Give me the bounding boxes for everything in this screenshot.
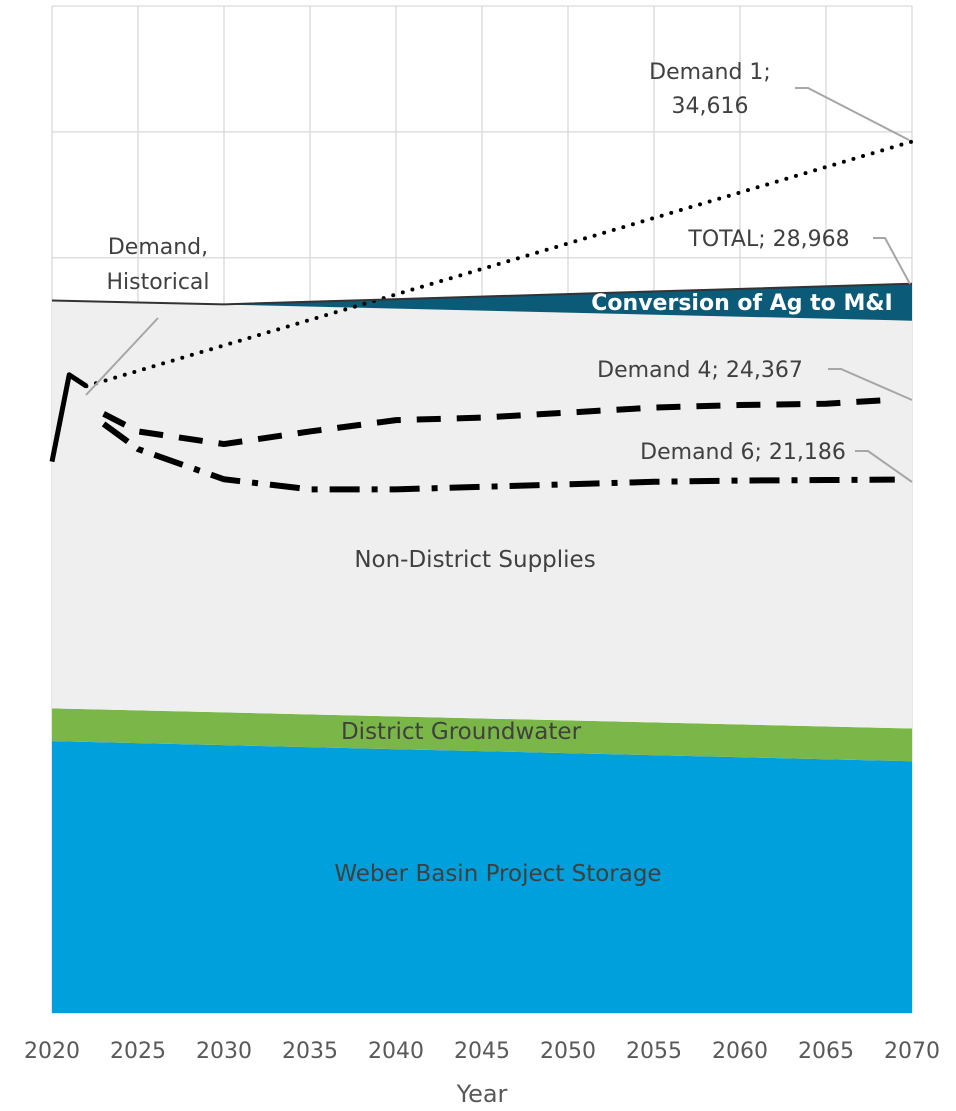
annotation-leader-line bbox=[855, 450, 913, 483]
x-tick-label: 2045 bbox=[454, 1039, 510, 1064]
x-axis-title: Year bbox=[456, 1080, 508, 1108]
demand-4-annotation: Demand 4; 24,367 bbox=[597, 358, 803, 383]
historical-demand-annotation: Demand, bbox=[108, 235, 208, 260]
x-tick-label: 2070 bbox=[884, 1039, 940, 1064]
historical-demand-annotation-line2: Historical bbox=[106, 270, 209, 295]
groundwater-area-label: District Groundwater bbox=[341, 719, 582, 745]
area-conversion-of-ag-to-m-i bbox=[52, 283, 912, 321]
area-weber-basin-project-storage bbox=[52, 741, 912, 1013]
annotation-leader-line bbox=[828, 368, 913, 401]
total-annotation: TOTAL; 28,968 bbox=[687, 227, 849, 252]
x-tick-label: 2055 bbox=[626, 1039, 682, 1064]
x-tick-label: 2050 bbox=[540, 1039, 596, 1064]
line-demand-historical bbox=[49, 372, 88, 463]
x-tick-label: 2025 bbox=[110, 1039, 166, 1064]
demand-1-annotation: Demand 1; bbox=[649, 60, 771, 85]
annotation-leaders bbox=[85, 87, 913, 483]
demand-6-annotation: Demand 6; 21,186 bbox=[640, 440, 846, 465]
x-tick-label: 2065 bbox=[798, 1039, 854, 1064]
line-total bbox=[51, 282, 913, 306]
x-tick-label: 2020 bbox=[24, 1039, 80, 1064]
line-demand-6 bbox=[101, 421, 895, 493]
non-district-area-label: Non-District Supplies bbox=[354, 547, 595, 573]
annotation-leader-line bbox=[85, 317, 159, 396]
x-tick-label: 2035 bbox=[282, 1039, 338, 1064]
stacked-areas bbox=[52, 283, 912, 1013]
chart-text: Year 2020 2025 2030 2035 2040 2045 2050 2055 206… bbox=[24, 60, 940, 1108]
area-district-groundwater bbox=[52, 708, 912, 762]
x-tick-label: 2030 bbox=[196, 1039, 252, 1064]
demand-1-value: 34,616 bbox=[672, 94, 749, 119]
demand-lines bbox=[49, 139, 914, 493]
line-demand-1 bbox=[84, 139, 914, 389]
line-demand-4 bbox=[102, 396, 895, 448]
annotation-leader-line bbox=[795, 87, 910, 141]
conversion-area-label: Conversion of Ag to M&I bbox=[591, 291, 892, 316]
x-tick-label: 2060 bbox=[712, 1039, 768, 1064]
x-tick-label: 2040 bbox=[368, 1039, 424, 1064]
storage-area-label: Weber Basin Project Storage bbox=[334, 861, 661, 887]
annotation-leader-line bbox=[873, 237, 911, 285]
